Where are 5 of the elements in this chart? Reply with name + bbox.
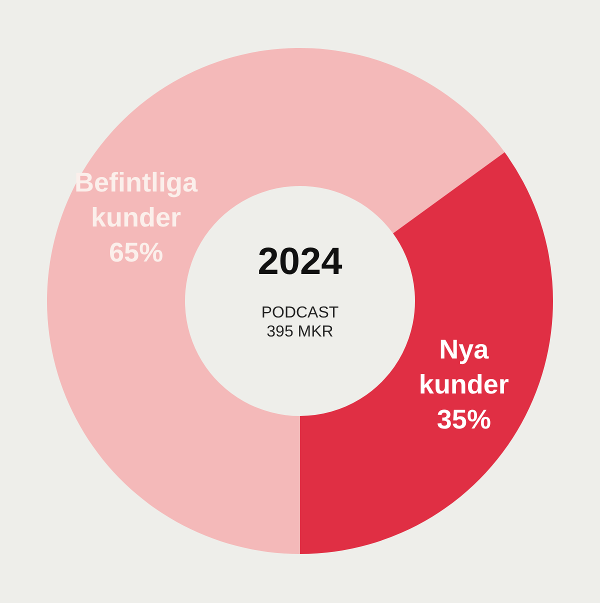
text: 2024 — [258, 241, 342, 283]
data-label: 35% — [436, 404, 491, 435]
text: PODCAST — [261, 304, 339, 322]
slice-label: Nya kunder — [418, 334, 510, 400]
text: 395 MKR — [266, 324, 334, 340]
